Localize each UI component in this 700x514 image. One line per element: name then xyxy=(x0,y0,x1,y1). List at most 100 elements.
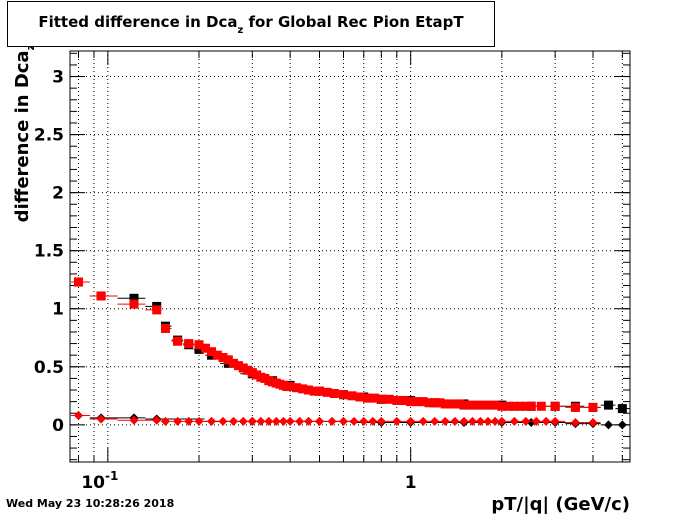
data-point-square xyxy=(229,358,239,368)
data-point-diamond xyxy=(450,416,460,426)
y-tick-label: 2.5 xyxy=(34,126,64,146)
data-point-square xyxy=(285,382,295,392)
data-point-square xyxy=(212,350,222,360)
data-point-square xyxy=(526,401,536,411)
data-point-square xyxy=(362,393,372,403)
data-point-diamond xyxy=(247,416,257,426)
title-sub: z xyxy=(237,25,244,36)
data-point-diamond xyxy=(285,416,295,426)
data-point-square xyxy=(412,397,422,407)
data-point-square xyxy=(184,339,194,349)
timestamp: Wed May 23 10:28:26 2018 xyxy=(6,497,175,510)
axis-ticks xyxy=(70,51,630,462)
data-point-square xyxy=(588,402,598,412)
data-point-diamond xyxy=(304,416,314,426)
data-point-diamond xyxy=(229,416,239,426)
data-point-square xyxy=(218,353,228,363)
title-rest: for Global Rec Pion EtapT xyxy=(243,13,464,31)
data-point-square xyxy=(440,399,450,409)
data-point-diamond xyxy=(129,415,139,425)
data-point-square xyxy=(370,393,380,403)
data-point-diamond xyxy=(207,416,217,426)
data-point-diamond xyxy=(160,416,170,426)
data-point-square xyxy=(376,394,386,404)
data-point-diamond xyxy=(483,416,493,426)
data-point-square xyxy=(570,402,580,412)
x-tick-label-base: 10 xyxy=(81,473,105,493)
tick-labels: 0 0.5 1 1.5 2 2.5 3 10-1 1 xyxy=(34,68,417,493)
data-point-diamond xyxy=(315,416,325,426)
data-point-diamond xyxy=(256,416,266,426)
y-tick-label: 0.5 xyxy=(34,358,64,378)
data-point-diamond xyxy=(96,414,106,424)
chart-title: Fitted difference in Dcaz for Global Rec… xyxy=(8,13,494,36)
data-point-diamond xyxy=(338,416,348,426)
data-point-diamond xyxy=(359,416,369,426)
data-point-square xyxy=(129,299,139,309)
data-point-square xyxy=(483,400,493,410)
grid-lines xyxy=(70,51,630,462)
data-point-square xyxy=(406,397,416,407)
data-point-square xyxy=(355,392,365,402)
data-point-square xyxy=(304,385,314,395)
data-point-diamond xyxy=(349,416,359,426)
data-point-square xyxy=(550,401,560,411)
data-point-diamond xyxy=(173,416,183,426)
data-point-diamond xyxy=(430,416,440,426)
y-axis-label: difference in Dcaz xyxy=(12,44,37,222)
y-tick-label: 1.5 xyxy=(34,242,64,262)
data-point-diamond xyxy=(497,416,507,426)
data-point-square xyxy=(399,395,409,405)
data-point-diamond xyxy=(271,416,281,426)
data-point-diamond xyxy=(73,411,83,421)
data-point-diamond xyxy=(194,416,204,426)
data-point-square xyxy=(603,400,613,410)
data-point-diamond xyxy=(550,416,560,426)
plot-frame xyxy=(69,50,631,463)
data-point-square xyxy=(392,395,402,405)
data-point-square xyxy=(509,401,519,411)
data-point-diamond xyxy=(368,416,378,426)
data-point-square xyxy=(497,401,507,411)
data-point-square xyxy=(430,398,440,408)
x-tick-label: 10-1 xyxy=(81,469,118,493)
data-point-diamond xyxy=(278,416,288,426)
data-point-square xyxy=(347,391,357,401)
x-axis-label: pT/|q| (GeV/c) xyxy=(491,494,630,514)
data-point-square xyxy=(129,293,139,303)
data-point-diamond xyxy=(440,416,450,426)
title-box: Fitted difference in Dcaz for Global Rec… xyxy=(7,1,495,47)
data-point-square xyxy=(459,400,469,410)
x-tick-label: 1 xyxy=(405,473,417,493)
data-point-square xyxy=(467,400,477,410)
data-point-square xyxy=(617,404,627,414)
data-point-diamond xyxy=(295,416,305,426)
data-point-diamond xyxy=(327,416,337,426)
data-point-diamond xyxy=(152,415,162,425)
data-point-square xyxy=(152,305,162,315)
data-point-diamond xyxy=(406,416,416,426)
data-point-square xyxy=(384,394,394,404)
data-point-square xyxy=(424,398,434,408)
data-point-diamond xyxy=(509,416,519,426)
data-point-square xyxy=(298,384,308,394)
data-point-square xyxy=(194,344,204,354)
data-point-square xyxy=(207,347,217,357)
title-main: Fitted difference in Dca xyxy=(38,13,238,31)
data-point-square xyxy=(490,400,500,410)
data-point-diamond xyxy=(475,416,485,426)
data-point-diamond xyxy=(603,420,613,430)
data-point-square xyxy=(503,401,513,411)
data-point-square xyxy=(194,340,204,350)
data-point-square xyxy=(173,336,183,346)
data-point-square xyxy=(315,386,325,396)
data-point-diamond xyxy=(467,416,477,426)
data-point-square xyxy=(233,361,243,371)
data-point-diamond xyxy=(218,416,228,426)
data-point-square xyxy=(292,383,302,393)
y-axis-label-sub: z xyxy=(24,44,37,50)
y-axis-label-main: difference in Dca xyxy=(12,50,33,222)
data-point-diamond xyxy=(541,416,551,426)
data-point-diamond xyxy=(238,416,248,426)
